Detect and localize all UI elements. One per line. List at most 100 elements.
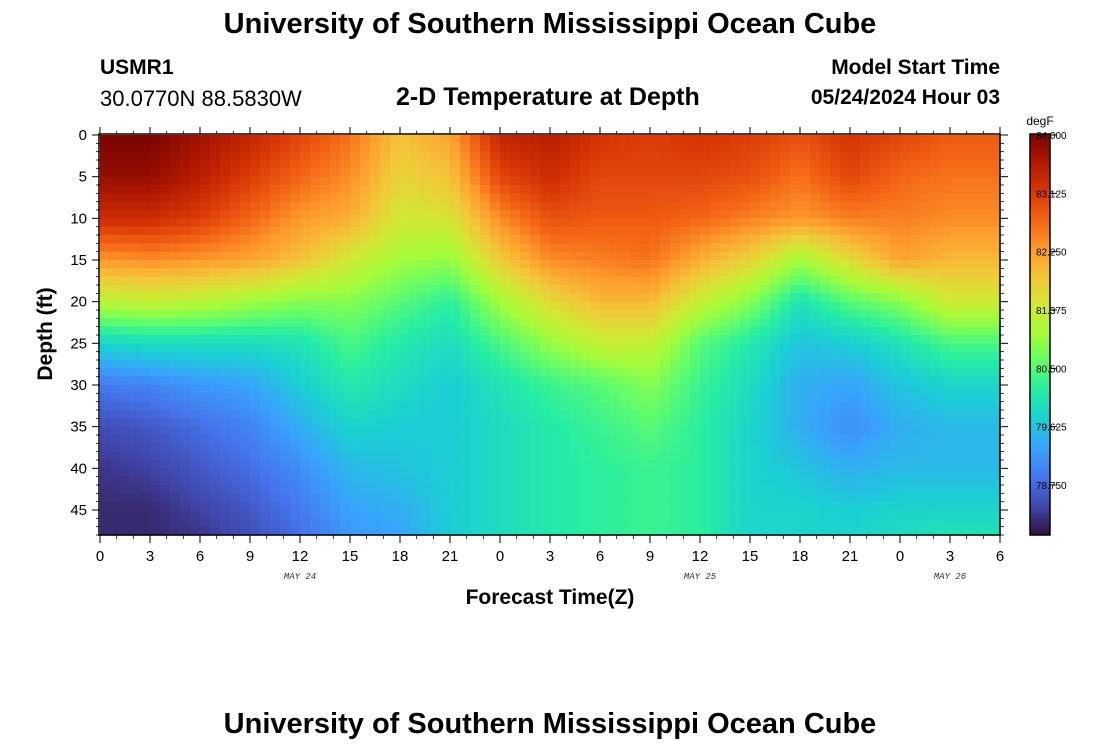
heat-cell	[540, 276, 551, 286]
heat-cell	[390, 351, 401, 361]
heat-cell	[310, 301, 321, 311]
heat-cell	[290, 418, 301, 428]
heat-cell	[760, 443, 771, 453]
heat-cell	[530, 135, 541, 144]
heat-cell	[360, 526, 371, 536]
heat-cell	[330, 260, 341, 269]
heat-cell	[480, 151, 491, 161]
heat-cell	[690, 426, 701, 436]
heat-cell	[330, 276, 341, 286]
heat-cell	[880, 193, 891, 203]
heat-cell	[200, 485, 211, 494]
heat-cell	[560, 468, 571, 478]
heat-cell	[290, 226, 301, 236]
heat-cell	[360, 343, 371, 353]
heat-cell	[740, 176, 751, 186]
heat-cell	[570, 201, 581, 211]
heat-cell	[100, 143, 111, 153]
heat-cell	[230, 510, 241, 519]
heat-cell	[840, 310, 851, 319]
heat-cell	[120, 510, 131, 519]
heat-cell	[520, 285, 531, 294]
heat-cell	[660, 210, 671, 219]
heat-cell	[900, 360, 911, 369]
heat-cell	[470, 135, 481, 144]
heat-cell	[870, 485, 881, 494]
heat-cell	[830, 401, 841, 411]
heat-cell	[440, 293, 451, 303]
heat-cell	[350, 526, 361, 536]
heat-cell	[760, 526, 771, 536]
heat-cell	[920, 293, 931, 303]
heat-cell	[880, 518, 891, 528]
heat-cell	[960, 335, 971, 344]
heat-cell	[930, 251, 941, 261]
heat-cell	[370, 376, 381, 386]
heat-cell	[240, 268, 251, 278]
heat-cell	[580, 435, 591, 444]
heat-cell	[610, 385, 621, 394]
heat-cell	[600, 168, 611, 178]
heat-cell	[950, 501, 961, 511]
heat-cell	[440, 435, 451, 444]
heat-cell	[600, 476, 611, 486]
heat-cell	[820, 201, 831, 211]
heat-cell	[270, 351, 281, 361]
heat-cell	[420, 410, 431, 419]
heat-cell	[300, 526, 311, 536]
heat-cell	[550, 235, 561, 244]
heat-cell	[930, 260, 941, 269]
heat-cell	[680, 518, 691, 528]
heat-cell	[290, 193, 301, 203]
heat-cell	[370, 210, 381, 219]
heat-cell	[650, 360, 661, 369]
heat-cell	[100, 318, 111, 328]
heat-cell	[150, 268, 161, 278]
heat-cell	[870, 376, 881, 386]
heat-cell	[500, 193, 511, 203]
heat-cell	[290, 385, 301, 394]
heat-cell	[360, 493, 371, 503]
heat-cell	[360, 285, 371, 294]
heat-cell	[740, 318, 751, 328]
heat-cell	[330, 160, 341, 169]
heat-cell	[810, 451, 821, 461]
heat-cell	[900, 526, 911, 536]
heat-cell	[950, 160, 961, 169]
heat-cell	[230, 260, 241, 269]
heat-cell	[150, 343, 161, 353]
heat-cell	[890, 143, 901, 153]
heat-cell	[690, 251, 701, 261]
heat-cell	[960, 360, 971, 369]
heat-cell	[100, 376, 111, 386]
heat-cell	[120, 201, 131, 211]
heat-cell	[140, 518, 151, 528]
heat-cell	[550, 268, 561, 278]
heat-cell	[440, 210, 451, 219]
heat-cell	[980, 343, 991, 353]
heat-cell	[600, 201, 611, 211]
heat-cell	[510, 268, 521, 278]
heat-cell	[530, 201, 541, 211]
x-tick-label: 0	[96, 548, 104, 565]
heat-cell	[650, 351, 661, 361]
heat-cell	[540, 443, 551, 453]
heat-cell	[350, 393, 361, 403]
heat-cell	[900, 385, 911, 394]
heat-cell	[230, 160, 241, 169]
heat-cell	[470, 168, 481, 178]
heat-cell	[610, 218, 621, 228]
heat-cell	[950, 251, 961, 261]
heat-cell	[720, 193, 731, 203]
heat-cell	[640, 485, 651, 494]
heat-cell	[150, 185, 161, 194]
heat-cell	[470, 343, 481, 353]
heat-cell	[920, 151, 931, 161]
heat-cell	[260, 501, 271, 511]
heat-cell	[770, 235, 781, 244]
heat-cell	[240, 285, 251, 294]
heat-cell	[270, 301, 281, 311]
heat-cell	[110, 243, 121, 253]
heat-cell	[940, 485, 951, 494]
heat-cell	[720, 435, 731, 444]
